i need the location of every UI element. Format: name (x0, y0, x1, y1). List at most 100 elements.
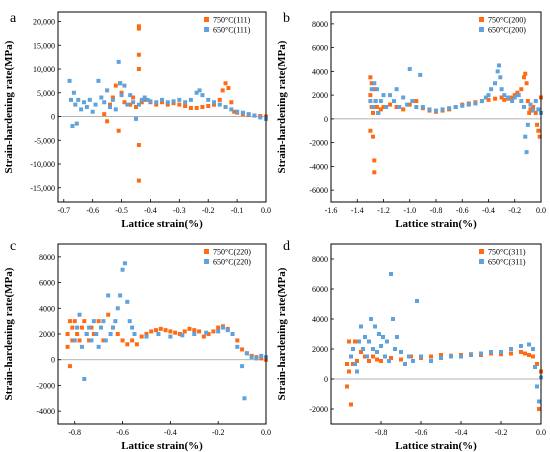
data-point (160, 97, 164, 102)
data-point (94, 332, 99, 336)
data-point (502, 93, 507, 98)
data-point (177, 102, 182, 107)
data-point (115, 306, 120, 311)
legend: 750°C(111)650°C(111) (204, 16, 251, 35)
data-point (259, 356, 264, 361)
data-point (156, 332, 161, 336)
data-point (479, 351, 483, 356)
data-point (355, 359, 359, 363)
data-point (525, 99, 530, 104)
y-tick-label: 8000 (312, 20, 328, 29)
data-point (391, 317, 395, 321)
data-point (394, 105, 399, 109)
data-point (216, 325, 221, 330)
x-tick-label: -0.8 (375, 428, 388, 437)
data-point (498, 75, 503, 80)
data-point (449, 354, 453, 359)
data-point (108, 332, 113, 336)
data-point (216, 329, 221, 334)
y-tick-label: 8000 (312, 255, 328, 264)
data-point (506, 95, 511, 100)
data-point (125, 102, 130, 107)
data-point (75, 332, 80, 336)
data-point (134, 105, 138, 109)
x-tick-label: -0.6 (116, 428, 129, 437)
data-point (149, 329, 154, 334)
data-point (528, 107, 533, 112)
data-point (401, 95, 406, 100)
data-point (371, 354, 375, 359)
data-point (128, 93, 133, 98)
data-point (220, 88, 225, 93)
data-point (142, 95, 147, 100)
data-point (439, 356, 443, 360)
y-tick-label: 5,000 (37, 89, 55, 98)
y-axis-title: Strain-hardening rate(MPa) (276, 40, 288, 173)
y-tick-label: -5,000 (34, 136, 55, 145)
data-point (418, 72, 423, 77)
data-point (89, 338, 94, 343)
data-point (401, 107, 406, 112)
data-point (136, 102, 141, 107)
legend-entry: 650°C(200) (488, 26, 526, 35)
legend: 750°C(311)650°C(311) (479, 248, 526, 267)
data-point (136, 52, 141, 57)
data-point (182, 329, 187, 334)
data-point (206, 104, 211, 109)
data-point (116, 59, 121, 64)
data-point (379, 344, 383, 348)
data-point (87, 97, 92, 102)
x-tick-label: -0.6 (456, 206, 469, 215)
data-point (96, 78, 101, 83)
data-point (387, 359, 391, 363)
data-point (187, 326, 192, 331)
x-axis-title: Lattice strain(%) (121, 218, 203, 230)
data-point (363, 335, 367, 339)
data-point (235, 344, 240, 349)
data-point (375, 350, 379, 354)
data-point (103, 338, 108, 343)
data-point (521, 75, 526, 80)
x-tick-label: -1.0 (403, 206, 416, 215)
data-point (353, 362, 357, 366)
data-point (473, 101, 478, 106)
data-point (519, 344, 523, 348)
legend-entry: 650°C(311) (488, 258, 526, 267)
chart-panel-a: a -0.7 -0.6 -0.5 -0.4 -0.3 -0.2 -0.1 0.0 -15,000 -… (3, 11, 271, 230)
data-point (411, 359, 415, 363)
data-point (395, 335, 399, 339)
y-tick-label: 20,000 (33, 18, 55, 27)
y-tick-label: 4000 (39, 304, 55, 313)
data-point (523, 351, 527, 356)
legend-swatch (204, 249, 209, 254)
series-650 (349, 272, 543, 404)
data-point (351, 347, 355, 351)
x-tick-label: -0.2 (212, 428, 225, 437)
data-point (226, 86, 231, 90)
data-point (125, 342, 130, 347)
x-axis-title: Lattice strain(%) (121, 440, 203, 452)
data-point (371, 134, 375, 139)
data-point (495, 69, 500, 74)
data-point (361, 347, 365, 351)
data-point (101, 319, 106, 324)
data-point (388, 93, 393, 98)
legend-entry: 750°C(311) (488, 248, 526, 257)
data-point (119, 90, 124, 95)
data-point (512, 95, 517, 100)
data-point (365, 354, 369, 359)
data-point (524, 150, 529, 155)
data-point (70, 338, 75, 343)
data-point (414, 99, 419, 104)
data-point (537, 407, 541, 411)
data-point (158, 326, 163, 331)
data-point (197, 329, 202, 334)
data-point (206, 97, 211, 102)
data-point (84, 332, 89, 336)
data-point (96, 319, 101, 324)
data-point (188, 97, 193, 102)
legend-swatch (479, 249, 484, 254)
y-tick-label: 0 (324, 115, 328, 124)
data-point (82, 319, 87, 324)
data-point (120, 338, 125, 343)
